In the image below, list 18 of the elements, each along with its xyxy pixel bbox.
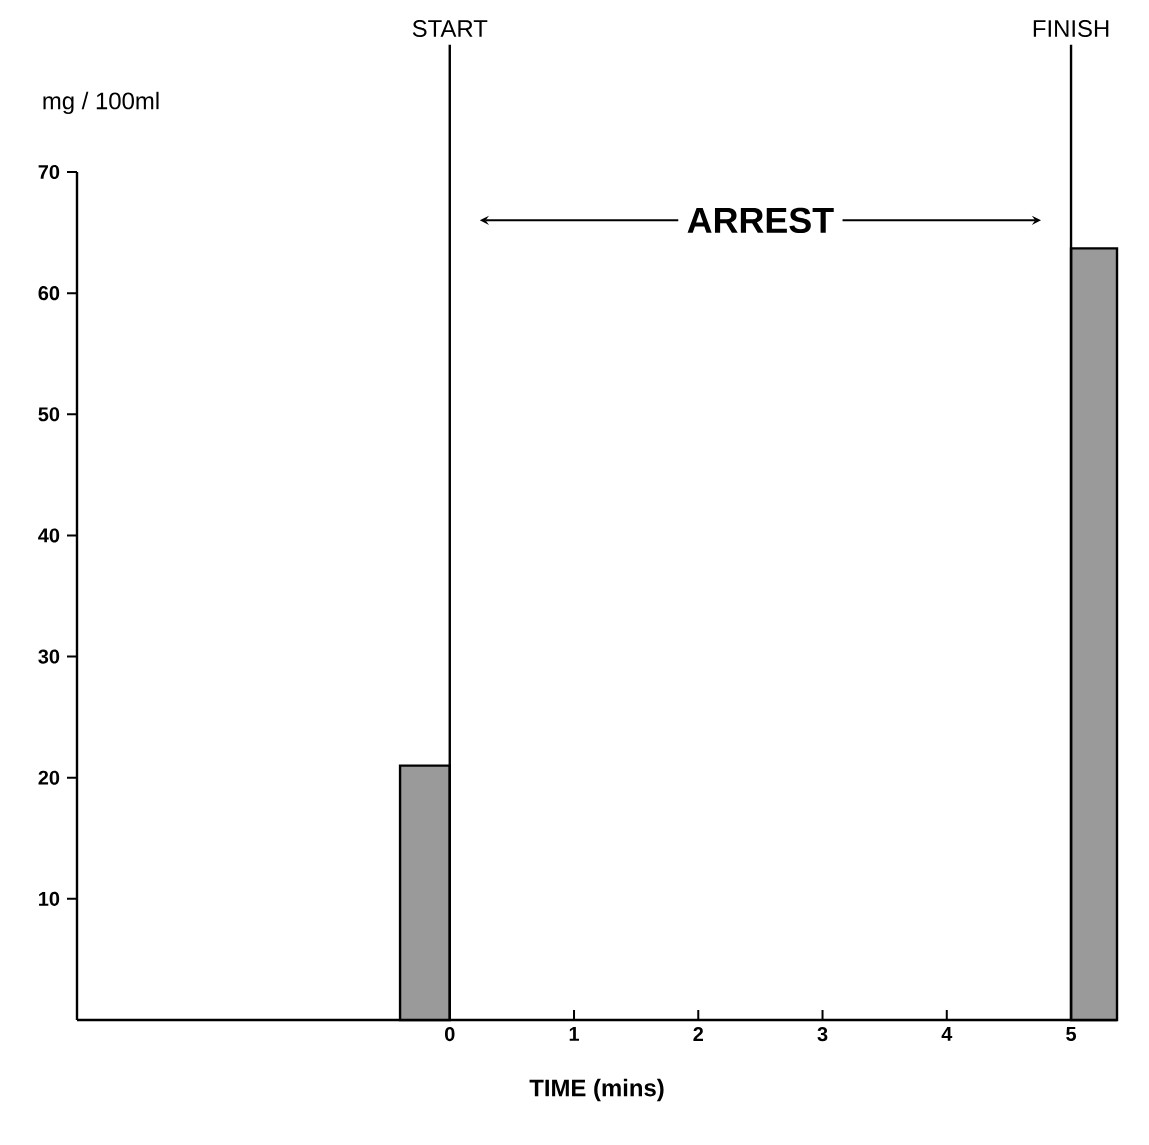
y-tick-label: 30 [38, 649, 60, 664]
x-tick-label: 2 [693, 1027, 704, 1041]
x-tick-label: 1 [569, 1027, 580, 1041]
y-tick-label: 40 [38, 528, 60, 543]
x-tick-label: 5 [1066, 1027, 1077, 1041]
x-axis-title: TIME (mins) [529, 1078, 664, 1102]
y-tick-label: 10 [39, 891, 60, 906]
y-axis-title: mg / 100ml [43, 91, 159, 115]
ref-line-label: START [412, 20, 488, 37]
x-tick-label: 4 [941, 1027, 953, 1041]
x-tick-label: 3 [817, 1027, 828, 1042]
y-tick-label: 50 [38, 407, 60, 422]
ref-line-label: FINISH [1033, 20, 1109, 37]
y-tick-label: 60 [38, 286, 60, 301]
y-tick-label: 20 [38, 770, 60, 785]
x-tick-label: 0 [445, 1027, 455, 1042]
y-tick-label: 70 [38, 164, 60, 180]
annotation: ARREST [687, 207, 834, 234]
